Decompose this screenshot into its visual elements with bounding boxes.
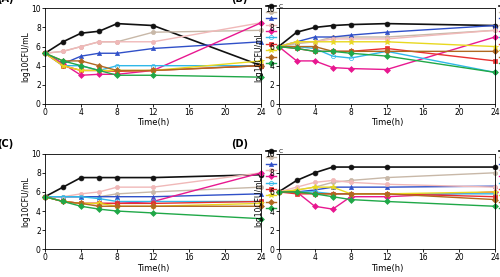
Text: (B): (B) [231,0,248,4]
X-axis label: Time(h): Time(h) [137,119,170,127]
Text: (C): (C) [0,139,14,149]
Y-axis label: log10CFU/mL: log10CFU/mL [21,31,30,81]
Legend: C, 1/2L, 1L, 1/2F, 1F, 1/2L+1F, 1L+1/2F, 1/2L+1/2F, 1L+1F, 2L+2F: C, 1/2L, 1L, 1/2F, 1F, 1/2L+1F, 1L+1/2F,… [266,149,309,211]
Y-axis label: log10CFU/mL: log10CFU/mL [254,176,264,227]
Text: (D): (D) [231,139,248,149]
Legend: C, 1/2L, 1L, 1/2F, 1F, 1/2L+1F, 1L+1/2F, 1/2L+1/2F, 1L+1F, 2L+2F: C, 1/2L, 1L, 1/2F, 1F, 1/2L+1F, 1L+1/2F,… [266,4,309,66]
Text: (A): (A) [0,0,14,4]
X-axis label: Time(h): Time(h) [370,264,403,273]
Y-axis label: log10CFU/mL: log10CFU/mL [254,31,264,81]
Y-axis label: log10CFU/mL: log10CFU/mL [21,176,30,227]
X-axis label: Time(h): Time(h) [137,264,170,273]
X-axis label: Time(h): Time(h) [370,119,403,127]
